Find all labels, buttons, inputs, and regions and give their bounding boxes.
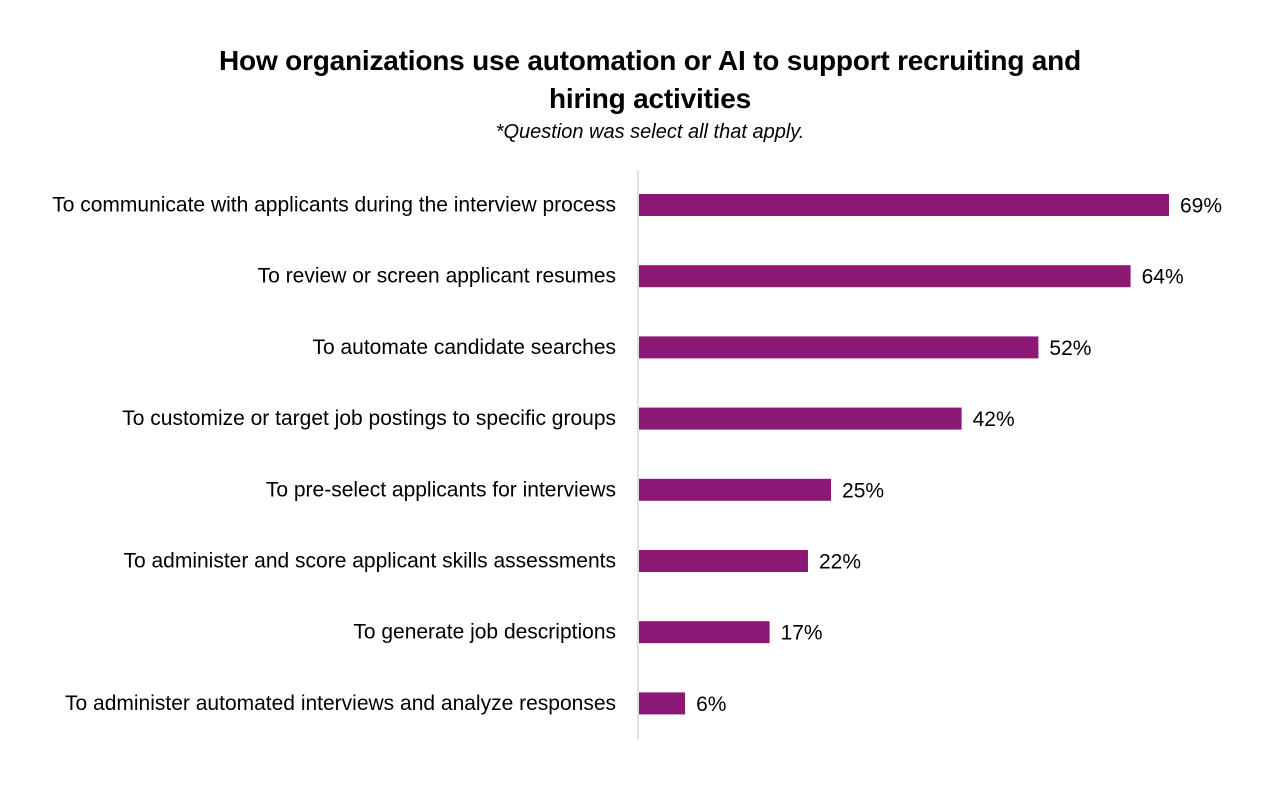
category-label: To customize or target job postings to s… — [122, 407, 616, 430]
bar — [639, 336, 1039, 359]
value-label: 69% — [1180, 195, 1222, 218]
category-label: To communicate with applicants during th… — [52, 194, 616, 217]
bar — [639, 407, 962, 430]
value-label: 25% — [842, 479, 884, 502]
bar-row: To administer automated interviews and a… — [65, 692, 726, 716]
value-label: 64% — [1142, 266, 1184, 289]
value-label: 52% — [1049, 337, 1091, 360]
bar — [639, 550, 808, 572]
category-label: To automate candidate searches — [312, 336, 616, 359]
bar-row: To communicate with applicants during th… — [52, 194, 1222, 218]
bar — [639, 194, 1169, 216]
category-label: To administer and score applicant skills… — [123, 550, 616, 573]
bar-row: To administer and score applicant skills… — [123, 550, 861, 574]
category-label: To review or screen applicant resumes — [258, 265, 616, 288]
value-label: 17% — [781, 622, 823, 645]
bar — [639, 621, 770, 644]
bar-row: To review or screen applicant resumes 64% — [258, 265, 1184, 289]
bar-row: To customize or target job postings to s… — [122, 407, 1014, 431]
value-label: 22% — [819, 551, 861, 574]
bar-row: To generate job descriptions 17% — [353, 621, 822, 645]
bar-row: To pre-select applicants for interviews 2… — [266, 478, 884, 502]
value-label: 42% — [973, 408, 1015, 431]
chart-title: How organizations use automation or AI t… — [219, 45, 1081, 114]
category-label: To pre-select applicants for interviews — [266, 478, 616, 501]
value-label: 6% — [696, 693, 726, 716]
bar — [639, 265, 1131, 288]
bar — [639, 478, 832, 501]
category-label: To administer automated interviews and a… — [65, 692, 616, 715]
category-label: To generate job descriptions — [353, 621, 616, 644]
chart-subtitle: *Question was select all that apply. — [495, 121, 805, 143]
bar — [639, 692, 686, 715]
bar-row: To automate candidate searches 52% — [312, 336, 1091, 360]
